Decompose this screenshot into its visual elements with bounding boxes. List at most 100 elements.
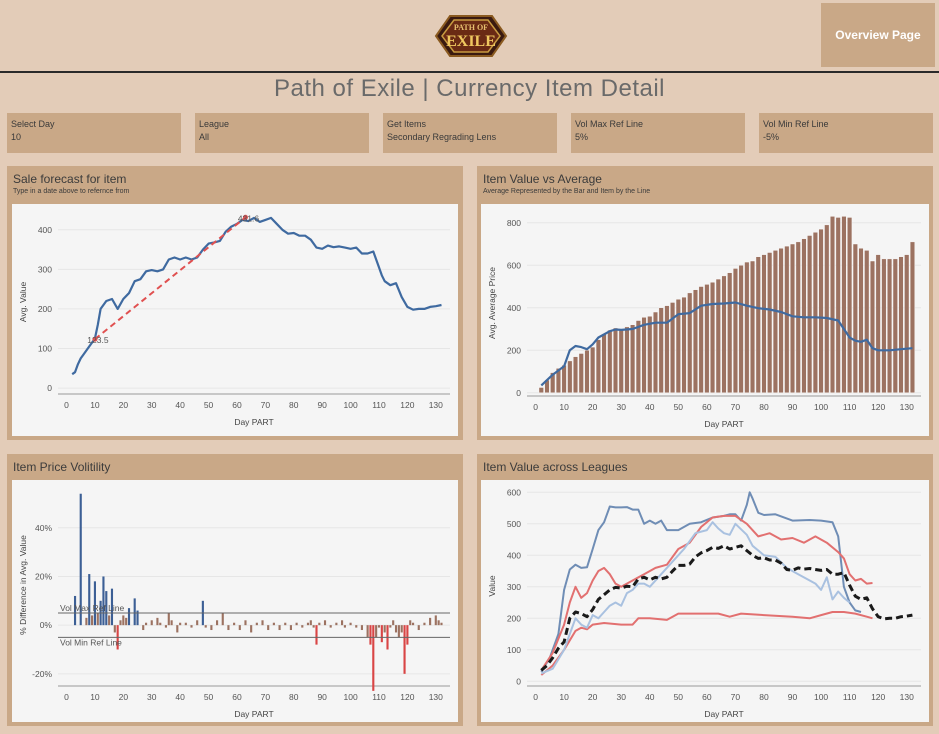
bar: [412, 622, 415, 626]
svg-text:EXILE: EXILE: [446, 33, 496, 50]
x-tick-label: 50: [674, 692, 684, 702]
bar: [375, 625, 378, 638]
bar: [179, 622, 182, 626]
bar: [79, 493, 82, 626]
bar: [227, 625, 230, 631]
bar: [858, 248, 864, 394]
forecast-point: [92, 336, 98, 342]
overview-page-button[interactable]: Overview Page: [821, 3, 935, 67]
chart-subtitle: Type in a date above to refernce from: [13, 188, 130, 195]
x-tick-label: 70: [261, 692, 271, 702]
bar: [675, 299, 681, 394]
x-tick-label: 10: [90, 692, 100, 702]
bar: [778, 248, 784, 394]
bar: [555, 368, 561, 394]
bar: [437, 620, 440, 626]
bar: [869, 260, 875, 394]
bar: [196, 620, 199, 626]
filter-label: Get Items: [387, 119, 427, 129]
series-line: [71, 216, 442, 376]
reference-line-label: Vol Min Ref Line: [60, 637, 122, 647]
x-tick-label: 90: [317, 400, 327, 410]
x-tick-label: 130: [429, 692, 443, 702]
y-tick-label: 500: [507, 519, 521, 529]
x-tick-label: 70: [261, 400, 271, 410]
x-tick-label: 90: [317, 692, 327, 702]
filter-value[interactable]: -5%: [763, 132, 780, 142]
bar: [909, 241, 915, 394]
x-tick-label: 20: [588, 402, 598, 412]
bar: [127, 608, 131, 626]
x-axis-title: Day PART: [234, 417, 273, 427]
bar: [136, 610, 139, 626]
x-tick-label: 120: [871, 402, 885, 412]
x-tick-label: 20: [119, 400, 129, 410]
bar: [698, 286, 704, 394]
plot-area: 0 100 200 300 400 500 600 0 10 20 30 40 50 60 70 80 90 10…: [481, 480, 929, 722]
reference-line-label: Vol Max Ref Line: [60, 603, 125, 613]
x-tick-label: 40: [645, 692, 655, 702]
filter-value[interactable]: All: [199, 132, 210, 142]
bar: [380, 625, 383, 643]
bar: [710, 282, 716, 394]
x-tick-label: 50: [204, 400, 214, 410]
bar: [852, 243, 858, 394]
bar: [377, 625, 381, 628]
filter-value[interactable]: 10: [11, 132, 22, 142]
filter-get-items[interactable]: Get Items Secondary Regrading Lens: [383, 113, 557, 153]
bar: [715, 278, 721, 394]
bar: [340, 620, 344, 626]
y-axis-title: Value: [487, 575, 497, 596]
bar: [88, 574, 91, 626]
filter-label: League: [199, 119, 230, 129]
filter-league[interactable]: League All: [195, 113, 369, 153]
x-tick-label: 10: [90, 400, 100, 410]
bar: [409, 620, 412, 626]
bar: [318, 622, 321, 626]
bar: [238, 625, 241, 631]
x-tick-label: 110: [843, 692, 857, 702]
bar: [278, 625, 281, 631]
bar: [323, 620, 327, 626]
bar: [315, 625, 318, 645]
bar: [91, 615, 94, 626]
bar: [755, 256, 761, 394]
filter-select-day[interactable]: Select Day 10: [7, 113, 181, 153]
x-tick-label: 110: [843, 402, 857, 412]
x-tick-label: 100: [814, 692, 828, 702]
filter-value[interactable]: 5%: [575, 132, 589, 142]
bar: [434, 615, 437, 626]
bar: [73, 595, 77, 626]
filter-vol-min-ref-line[interactable]: Vol Min Ref Line -5%: [759, 113, 933, 153]
bar: [767, 252, 773, 394]
x-tick-label: 100: [343, 400, 357, 410]
bar: [875, 254, 881, 394]
filter-label: Vol Min Ref Line: [763, 119, 829, 129]
bar: [818, 228, 824, 394]
forecast-line: [94, 216, 247, 340]
bar: [221, 612, 224, 626]
bar: [394, 625, 398, 633]
panel-item-value-across-leagues: Item Value across Leagues 0 100 200 300 400 5…: [477, 454, 933, 726]
y-tick-label: 0: [47, 383, 52, 393]
x-tick-label: 120: [400, 692, 414, 702]
bar: [312, 625, 315, 628]
y-tick-label: 0: [516, 388, 521, 398]
bar: [578, 353, 584, 394]
bar: [122, 615, 125, 626]
filter-vol-max-ref-line[interactable]: Vol Max Ref Line 5%: [571, 113, 745, 153]
bar: [250, 625, 253, 633]
bar: [538, 387, 544, 394]
bar: [400, 625, 403, 633]
bar: [335, 622, 338, 626]
x-tick-label: 90: [788, 692, 798, 702]
y-tick-label: 300: [507, 582, 521, 592]
average-series-line: [540, 544, 913, 672]
y-axis-title: Avg. Average Price: [487, 267, 497, 339]
bar: [113, 625, 116, 633]
x-tick-label: 60: [232, 692, 242, 702]
bar: [652, 311, 658, 394]
bar: [372, 625, 375, 691]
bar: [159, 622, 162, 626]
filter-value[interactable]: Secondary Regrading Lens: [387, 132, 497, 142]
